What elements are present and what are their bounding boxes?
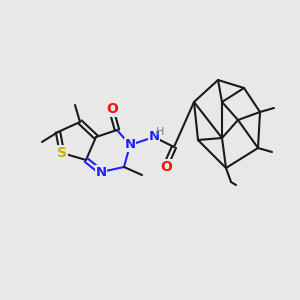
Text: O: O <box>106 102 118 116</box>
Text: N: N <box>124 139 136 152</box>
Text: N: N <box>95 166 106 178</box>
Text: S: S <box>57 146 67 160</box>
Text: H: H <box>156 127 164 137</box>
Text: N: N <box>148 130 160 143</box>
Text: O: O <box>160 160 172 174</box>
